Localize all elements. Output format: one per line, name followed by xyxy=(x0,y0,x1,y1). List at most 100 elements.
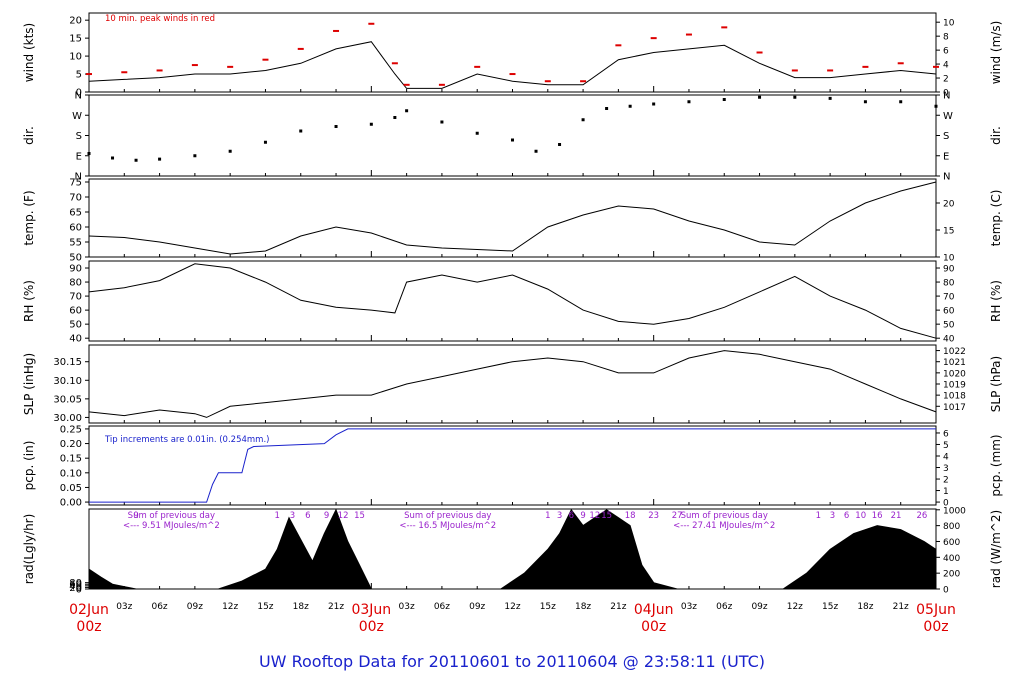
left-tick-label-wind: 10 xyxy=(69,52,82,63)
point-dir xyxy=(652,102,656,106)
point-dir xyxy=(405,109,409,113)
series-rad xyxy=(88,508,937,590)
rad-hour-note: 15 xyxy=(354,511,365,521)
panel-dir xyxy=(85,94,940,177)
hour-label: 12z xyxy=(787,602,803,612)
hour-label: 12z xyxy=(222,602,238,612)
peak-mark xyxy=(191,64,198,67)
left-tick-label-temp: 50 xyxy=(69,253,82,264)
right-tick-label-dir: S xyxy=(943,131,949,142)
right-tick-label-wind: 0 xyxy=(943,89,949,99)
point-dir xyxy=(393,116,397,119)
right-tick-label-wind: 10 xyxy=(943,19,955,29)
point-dir xyxy=(863,100,867,104)
day-label: 03Jun xyxy=(351,602,391,618)
right-tick-label-dir: E xyxy=(943,151,949,162)
point-dir xyxy=(158,157,162,161)
left-tick-label-pcp: 0.05 xyxy=(60,483,82,494)
peak-mark xyxy=(721,26,728,29)
series-pcp-0 xyxy=(89,428,936,503)
peak-mark xyxy=(615,44,622,47)
peak-mark xyxy=(862,65,869,68)
right-tick-label-rh: 90 xyxy=(943,265,955,275)
panel-pcp xyxy=(85,425,940,506)
rad-sum-note: Sum of previous day xyxy=(128,511,215,521)
hour-label: 12z xyxy=(504,602,520,612)
peak-mark xyxy=(438,83,445,86)
peak-mark xyxy=(86,73,92,76)
hour-label: 03z xyxy=(681,602,697,612)
rad-hour-note: 6 xyxy=(844,511,849,521)
rad-hour-note: 1 xyxy=(545,511,550,521)
left-tick-label-temp: 60 xyxy=(69,223,82,234)
rad-hour-note: 26 xyxy=(916,511,927,521)
point-dir xyxy=(534,149,538,153)
right-tick-label-slp: 1020 xyxy=(943,369,966,379)
point-dir xyxy=(899,100,903,104)
rad-sum-note: Sum of previous day xyxy=(681,511,768,521)
right-tick-label-rad: 400 xyxy=(943,554,960,564)
peak-mark xyxy=(509,73,516,76)
right-tick-label-temp: 10 xyxy=(943,254,955,264)
right-tick-label-pcp: 1 xyxy=(943,487,949,497)
right-tick-label-pcp: 3 xyxy=(943,464,949,474)
left-tick-label-slp: 30.05 xyxy=(53,394,82,405)
right-tick-label-wind: 4 xyxy=(943,61,949,71)
panel-frame-rh xyxy=(88,260,937,342)
left-tick-label-pcp: 0.20 xyxy=(60,439,82,450)
left-tick-label-temp: 75 xyxy=(69,178,82,189)
annotation-pcp: Tip increments are 0.01in. (0.254mm.) xyxy=(104,435,269,445)
right-tick-label-temp: 15 xyxy=(943,227,954,237)
left-tick-label-pcp: 0.25 xyxy=(60,424,82,435)
hour-label: 21z xyxy=(610,602,626,612)
rad-hour-note: 6 xyxy=(569,511,574,521)
right-tick-label-slp: 1017 xyxy=(943,403,966,413)
right-tick-label-rh: 80 xyxy=(943,279,955,289)
left-tick-label-rh: 60 xyxy=(69,306,82,317)
panel-frame-dir xyxy=(88,94,937,177)
rad-hour-note: 3 xyxy=(557,511,562,521)
hour-label: 15z xyxy=(540,602,556,612)
rad-hour-note: 16 xyxy=(872,511,883,521)
day-label-time: 00z xyxy=(359,619,384,635)
peak-mark xyxy=(262,58,269,61)
peak-mark xyxy=(897,62,904,65)
rad-hour-note: 1 xyxy=(275,511,280,521)
hour-label: 21z xyxy=(328,602,344,612)
rad-hour-note: 3 xyxy=(290,511,295,521)
rad-sum-value: <--- 27.41 MJoules/m^2 xyxy=(673,521,775,531)
left-tick-label-temp: 55 xyxy=(69,238,82,249)
left-tick-label-dir: N xyxy=(75,91,82,102)
rad-hour-note: 21 xyxy=(891,511,902,521)
point-dir xyxy=(511,138,514,142)
ylabel-left-temp: temp. (F) xyxy=(22,190,36,245)
rad-hour-note: 27 xyxy=(672,511,683,521)
hour-label: 03z xyxy=(116,602,132,612)
ylabel-left-slp: SLP (inHg) xyxy=(22,353,36,415)
point-dir xyxy=(134,158,138,162)
ylabel-right-slp: SLP (hPa) xyxy=(989,356,1003,412)
annotation-wind: 10 min. peak winds in red xyxy=(105,14,215,24)
point-dir xyxy=(934,104,938,108)
ylabel-left-wind: wind (kts) xyxy=(22,23,36,82)
hour-label: 15z xyxy=(822,602,838,612)
right-tick-label-slp: 1018 xyxy=(943,392,966,402)
panel-rad xyxy=(85,508,940,590)
day-label-time: 00z xyxy=(76,619,101,635)
point-dir xyxy=(228,149,232,153)
rad-hour-note: 15 xyxy=(601,511,612,521)
left-tick-label-pcp: 0.00 xyxy=(60,498,82,509)
right-tick-label-rad: 1000 xyxy=(943,506,966,516)
hour-label: 18z xyxy=(857,602,873,612)
rad-hour-note: 9 xyxy=(580,511,585,521)
peak-mark xyxy=(650,37,657,40)
point-dir xyxy=(440,120,444,124)
peak-mark xyxy=(156,69,163,72)
left-tick-label-rh: 50 xyxy=(69,320,82,331)
rad-sum-value: <--- 16.5 MJoules/m^2 xyxy=(399,521,496,531)
right-tick-label-pcp: 4 xyxy=(943,452,949,462)
left-tick-label-dir: S xyxy=(76,131,82,142)
left-tick-label-rad: 60 xyxy=(69,580,82,591)
peak-mark xyxy=(227,65,234,68)
right-tick-label-dir: N xyxy=(943,91,950,102)
